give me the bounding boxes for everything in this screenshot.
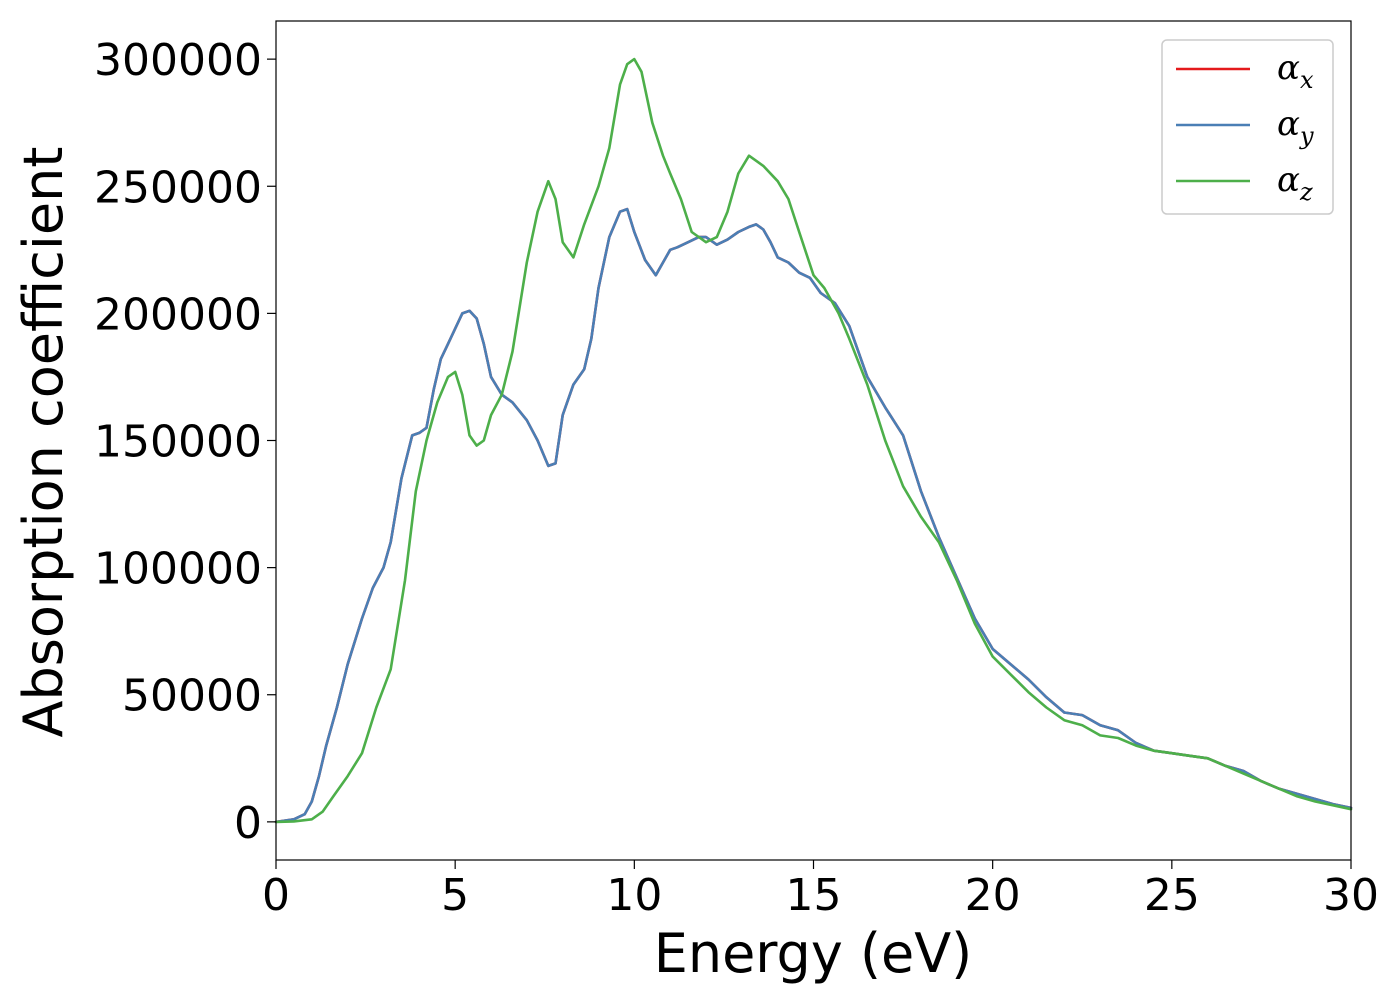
series-line-y: [274, 207, 1353, 824]
x-axis-label: Energy (eV): [654, 922, 973, 985]
y-tick-label: 50000: [122, 671, 262, 722]
x-tick-label: 25: [1144, 870, 1200, 921]
legend-box: [1161, 39, 1334, 215]
legend-label-z: αz: [1277, 160, 1313, 206]
x-tick-label: 15: [786, 870, 842, 921]
x-tick-label: 0: [262, 870, 290, 921]
y-tick-label: 200000: [94, 289, 262, 340]
y-tick-label: 150000: [94, 417, 262, 468]
legend-label-y: αy: [1277, 104, 1314, 150]
y-tick-label: 0: [234, 798, 262, 849]
x-tick-label: 5: [441, 870, 469, 921]
y-tick-label: 300000: [94, 35, 262, 86]
legend: αx αy αz: [1161, 39, 1334, 215]
legend-label-x: αx: [1277, 48, 1314, 94]
y-axis-ticks: 0 50000 100000 150000 200000 250000 300000: [94, 35, 276, 849]
y-tick-label: 100000: [94, 544, 262, 595]
x-axis-ticks: 0 5 10 15 20 25 30: [262, 860, 1379, 921]
series-layer: [274, 57, 1353, 824]
series-line-z: [274, 57, 1353, 824]
x-tick-label: 30: [1323, 870, 1379, 921]
y-axis-label: Absorption coefficient: [12, 147, 75, 738]
x-tick-label: 20: [965, 870, 1021, 921]
y-tick-label: 250000: [94, 162, 262, 213]
x-tick-label: 10: [606, 870, 662, 921]
